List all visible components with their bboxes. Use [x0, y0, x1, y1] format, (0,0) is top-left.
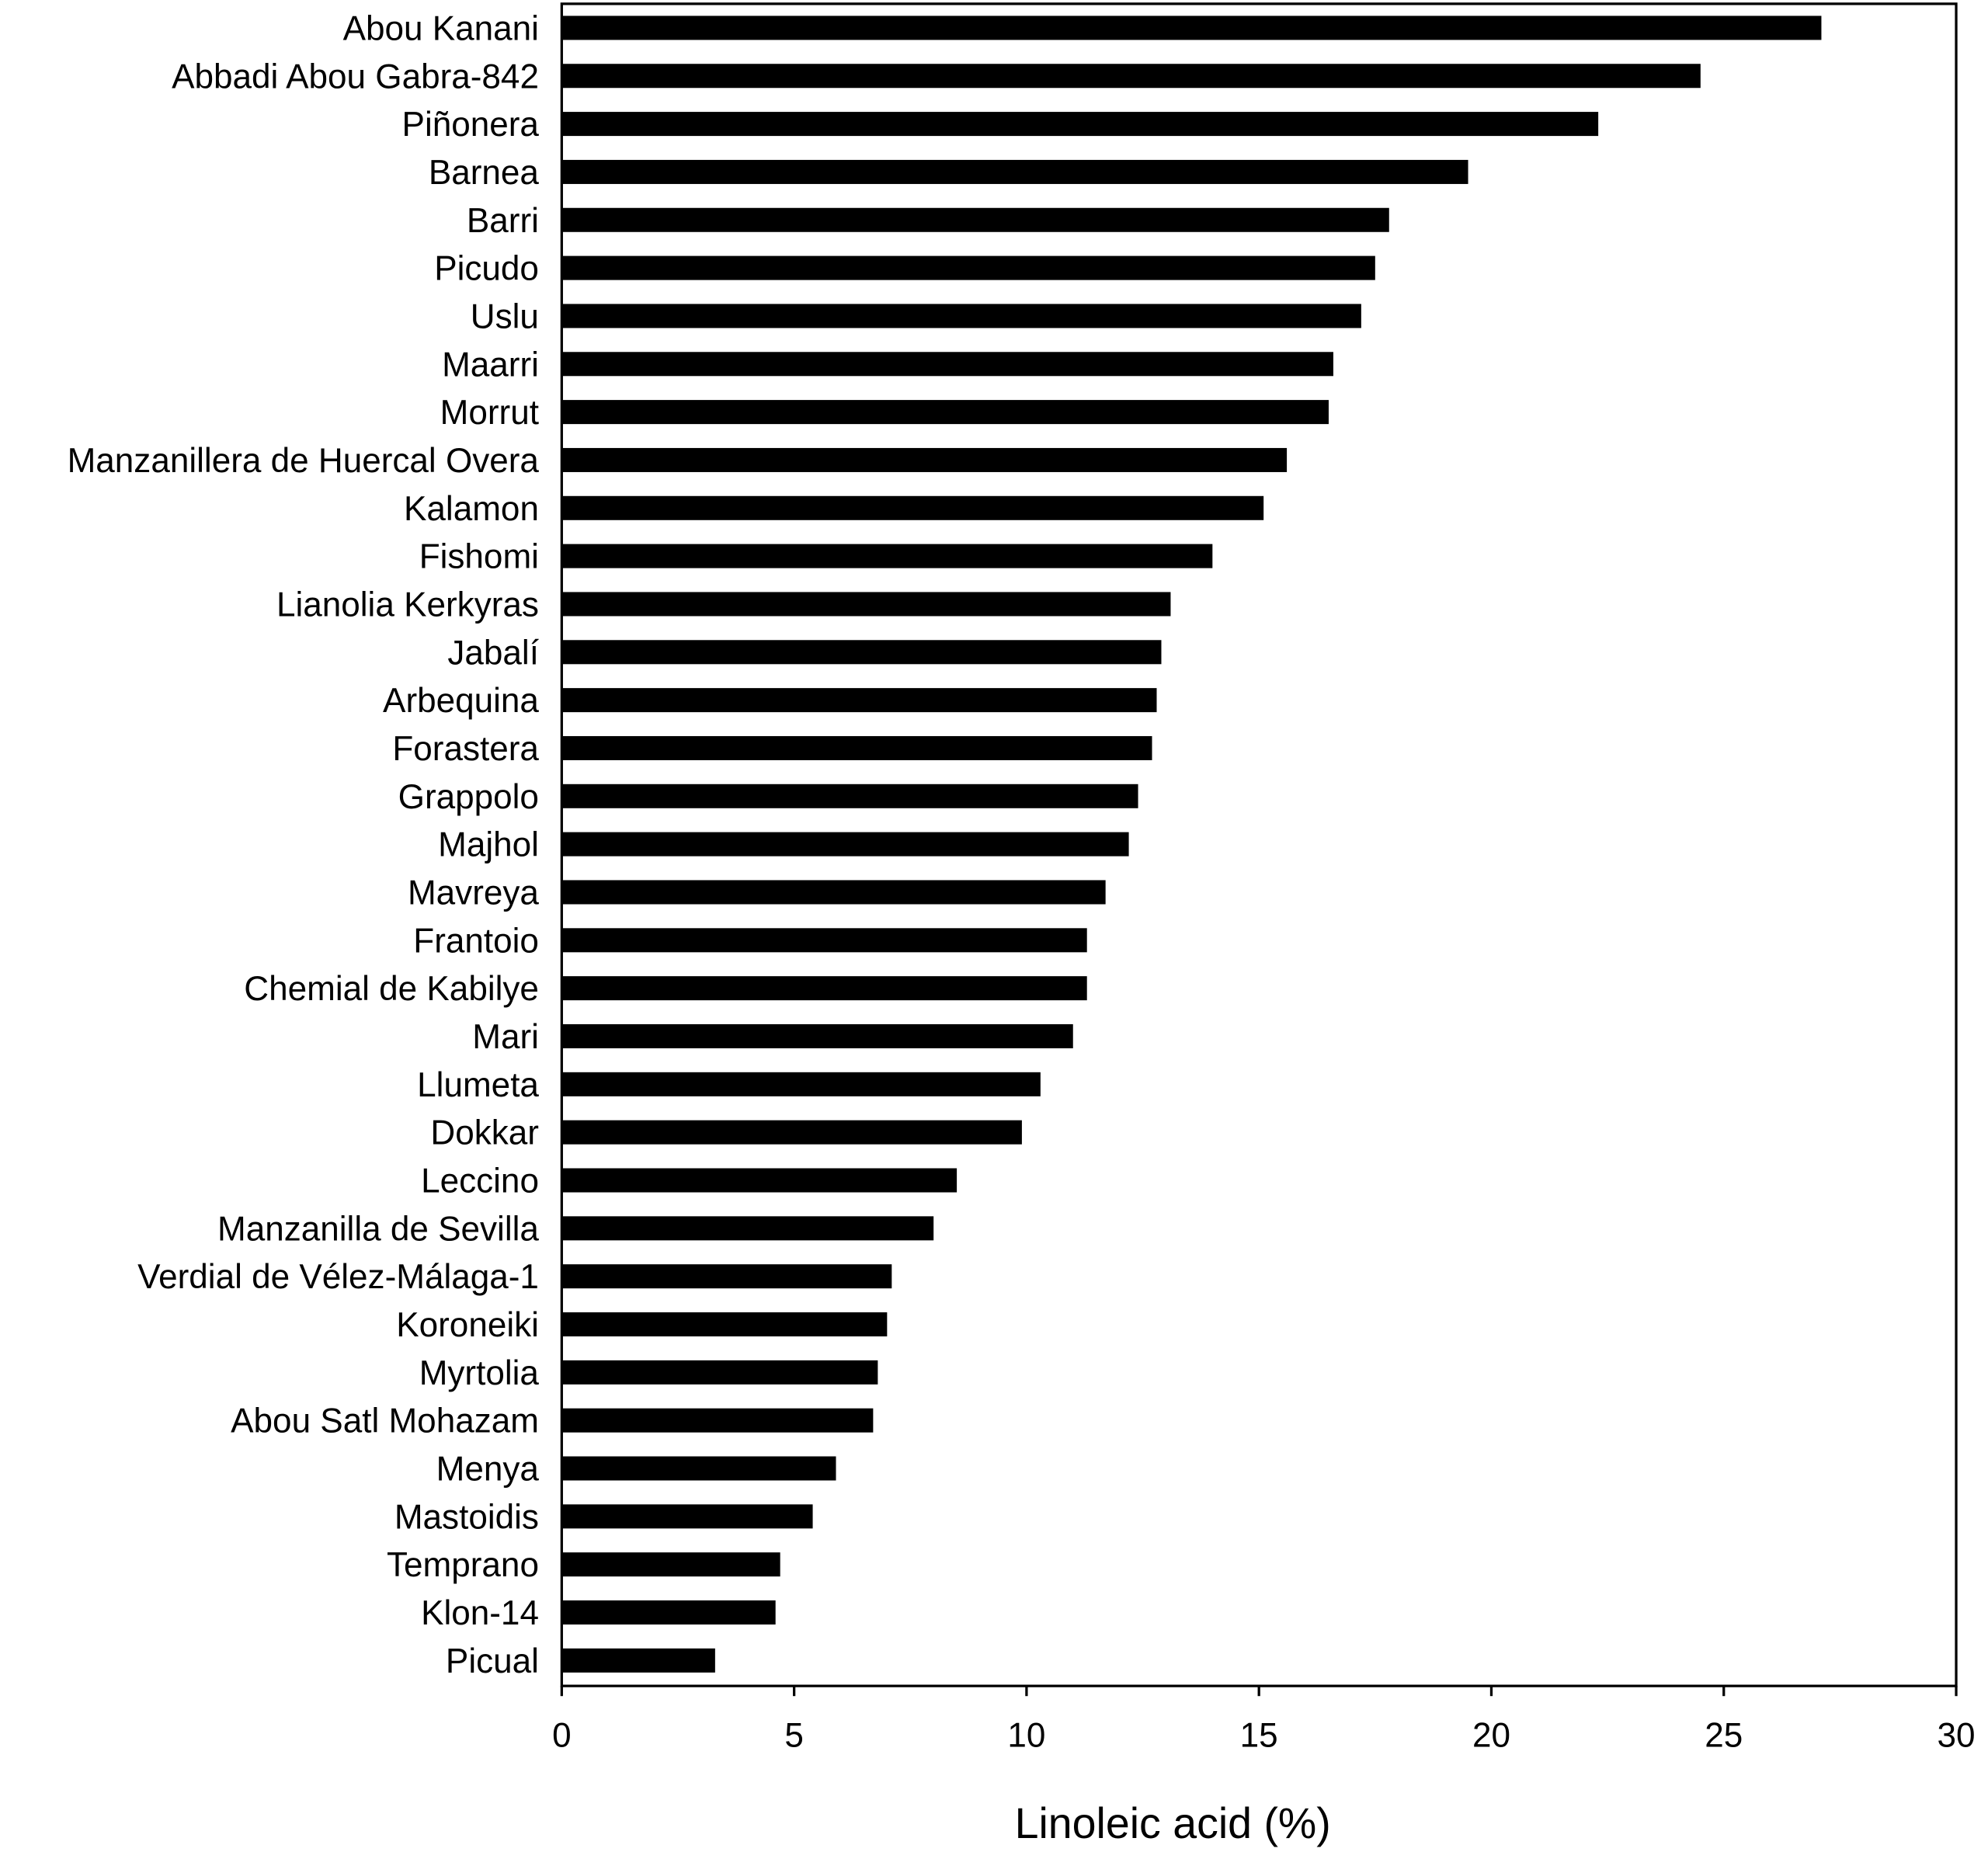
bar-13 [561, 640, 1162, 665]
bar-9 [561, 447, 1288, 472]
category-label: Chemial de Kabilye [244, 970, 539, 1008]
category-labels: Abou Kanani Abbadi Abou Gabra-842 Piñonera… [68, 9, 540, 1680]
category-label: Majhol [438, 826, 539, 864]
bar-27 [561, 1312, 888, 1337]
bar-14 [561, 688, 1157, 713]
bar-11 [561, 544, 1213, 568]
category-label: Llumeta [417, 1066, 539, 1104]
bar-28 [561, 1360, 878, 1385]
category-label: Abou Kanani [343, 9, 539, 47]
x-tick-label: 5 [784, 1717, 804, 1755]
bar-25 [561, 1216, 934, 1241]
bar-16 [561, 784, 1138, 808]
bar-1 [561, 64, 1701, 89]
bar-6 [561, 304, 1361, 328]
bar-0 [561, 16, 1822, 40]
bar-20 [561, 976, 1087, 1001]
category-label: Uslu [471, 297, 539, 335]
category-label: Dokkar [430, 1114, 539, 1152]
bars [561, 16, 1822, 1673]
bar-2 [561, 112, 1599, 137]
category-label: Arbequina [383, 682, 539, 720]
bar-10 [561, 495, 1264, 520]
x-axis-ticks: 0 5 10 15 20 25 30 [552, 1686, 1976, 1755]
category-label: Maarri [442, 346, 539, 384]
category-label: Manzanilla de Sevilla [217, 1210, 539, 1248]
bar-24 [561, 1168, 958, 1193]
category-label: Menya [436, 1451, 540, 1489]
bar-4 [561, 207, 1389, 232]
category-label: Forastera [392, 730, 539, 768]
bar-3 [561, 159, 1468, 184]
bar-5 [561, 255, 1375, 280]
category-label: Frantoio [413, 922, 539, 960]
category-label: Temprano [387, 1546, 539, 1584]
bar-31 [561, 1504, 813, 1529]
category-label: Barri [467, 202, 539, 240]
category-label: Verdial de Vélez-Málaga-1 [137, 1258, 539, 1296]
bar-7 [561, 352, 1333, 377]
category-label: Jabalí [447, 634, 539, 672]
category-label: Barnea [429, 154, 540, 192]
bar-29 [561, 1408, 874, 1433]
category-label: Mari [472, 1018, 539, 1056]
x-axis-label: Linoleic acid (%) [1015, 1799, 1331, 1847]
bar-33 [561, 1600, 776, 1625]
category-label: Picual [446, 1642, 539, 1680]
x-tick-label: 15 [1240, 1717, 1278, 1755]
x-tick-label: 25 [1705, 1717, 1743, 1755]
category-label: Koroneiki [396, 1306, 539, 1344]
bar-17 [561, 832, 1129, 857]
bar-34 [561, 1648, 715, 1673]
category-label: Piñonera [402, 106, 540, 144]
category-label: Mastoidis [394, 1498, 539, 1536]
bar-23 [561, 1120, 1022, 1145]
category-label: Lianolia Kerkyras [276, 585, 539, 624]
category-label: Abou Satl Mohazam [231, 1402, 539, 1440]
x-tick-label: 30 [1938, 1717, 1976, 1755]
category-label: Mavreya [408, 874, 539, 912]
bar-26 [561, 1264, 892, 1289]
category-label: Fishomi [419, 538, 539, 576]
category-label: Picudo [434, 250, 539, 288]
x-tick-label: 0 [552, 1717, 572, 1755]
bar-22 [561, 1072, 1041, 1096]
category-label: Klon-14 [421, 1594, 539, 1632]
category-label: Grappolo [398, 778, 539, 816]
bar-8 [561, 400, 1329, 425]
bar-18 [561, 880, 1106, 905]
bar-12 [561, 592, 1171, 617]
category-label: Myrtolia [419, 1354, 540, 1392]
category-label: Morrut [440, 394, 539, 432]
bar-30 [561, 1456, 836, 1481]
category-label: Leccino [421, 1162, 539, 1200]
bar-21 [561, 1023, 1073, 1048]
category-label: Manzanillera de Huercal Overa [68, 442, 540, 480]
bar-15 [561, 735, 1152, 760]
category-label: Abbadi Abou Gabra-842 [172, 57, 539, 96]
category-label: Kalamon [404, 490, 539, 528]
bar-19 [561, 928, 1087, 953]
x-tick-label: 10 [1007, 1717, 1045, 1755]
bar-32 [561, 1552, 780, 1577]
x-tick-label: 20 [1472, 1717, 1510, 1755]
